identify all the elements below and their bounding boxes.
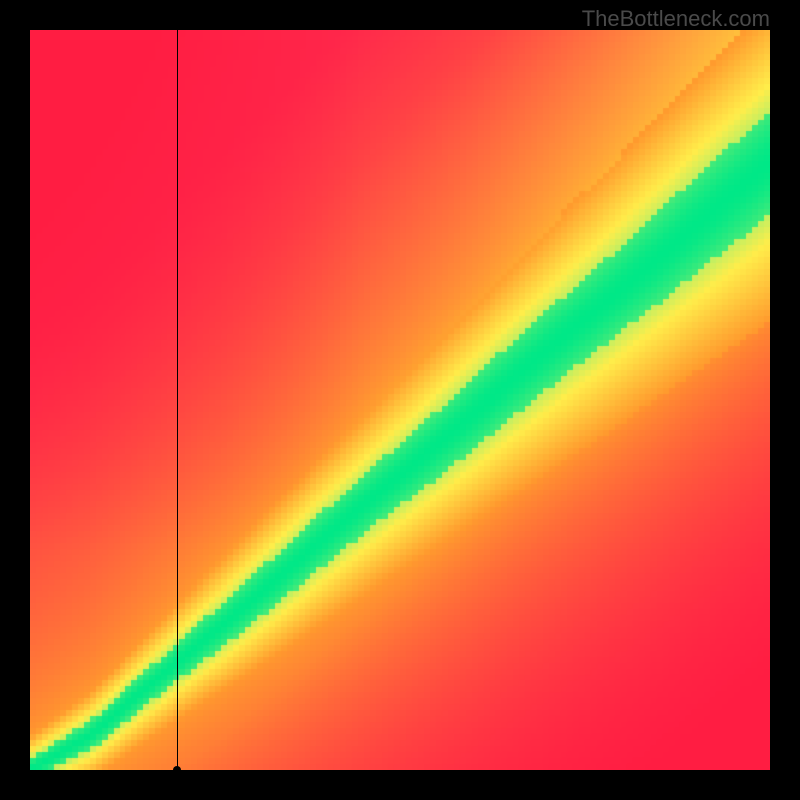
crosshair-horizontal: [30, 770, 770, 771]
heatmap-canvas: [30, 30, 770, 770]
watermark-text: TheBottleneck.com: [582, 6, 770, 32]
crosshair-vertical: [177, 30, 178, 770]
heatmap-plot: [30, 30, 770, 770]
crosshair-marker: [173, 766, 181, 774]
